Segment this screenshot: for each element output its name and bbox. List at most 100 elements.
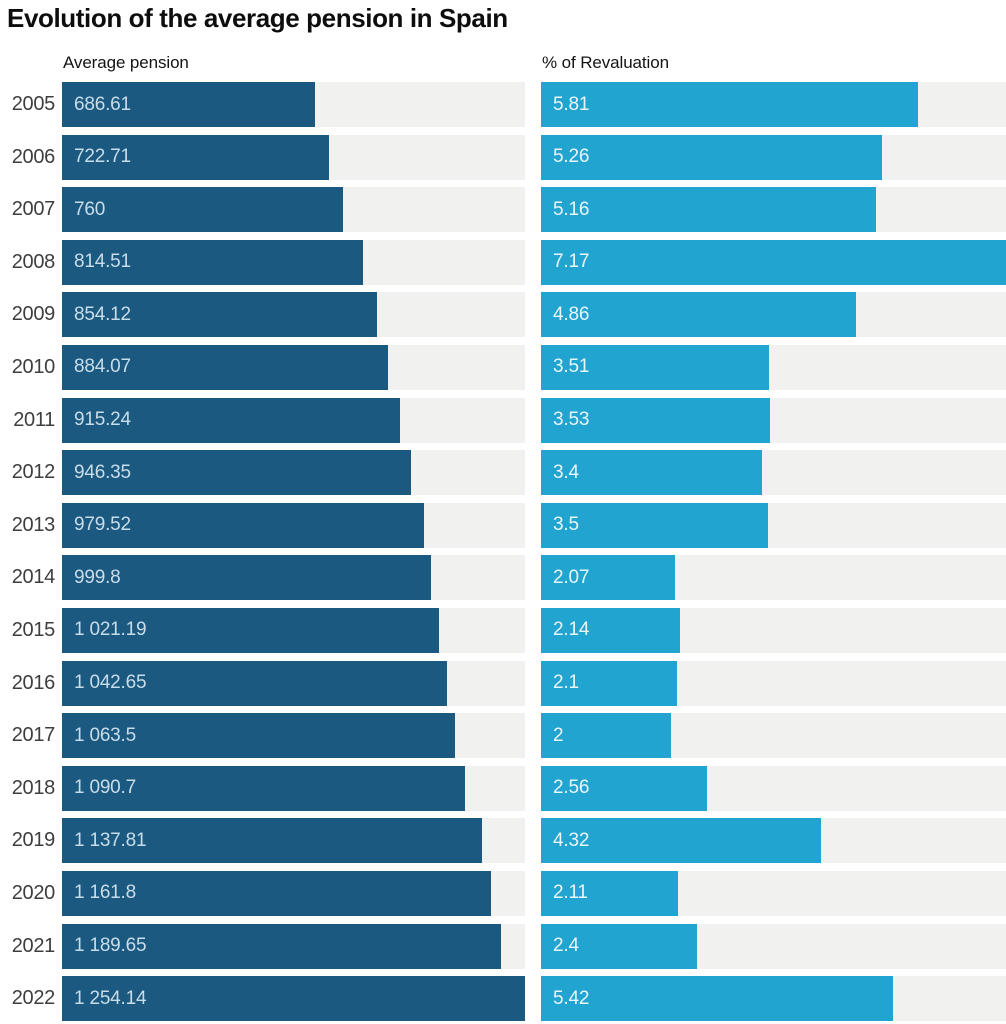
- pension-bar-track: 722.71: [62, 134, 525, 180]
- year-label: 2010: [11, 355, 56, 378]
- pension-value-label: 946.35: [74, 461, 131, 483]
- pension-bar: 1 063.5: [62, 713, 455, 759]
- revaluation-bar: 2.07: [541, 555, 676, 601]
- revaluation-bar-track: 5.26: [541, 134, 1006, 180]
- year-label: 2021: [11, 934, 56, 957]
- pension-value-label: 915.24: [74, 409, 131, 431]
- pension-bar-track: 1 090.7: [62, 765, 525, 811]
- pension-value-label: 760: [74, 198, 106, 220]
- pension-bar: 686.61: [62, 82, 316, 127]
- pension-value-label: 1 090.7: [74, 777, 136, 799]
- bar-rows: 2005 686.61 5.81 2006 722.71 5.26 2007 760 5.16 2…: [0, 82, 1006, 1022]
- column-gap: [525, 398, 541, 443]
- table-row: 2010 884.07 3.51: [0, 344, 1006, 390]
- revaluation-value-label: 4.32: [553, 829, 590, 851]
- column-gap: [525, 924, 541, 969]
- table-row: 2014 999.8 2.07: [0, 555, 1006, 601]
- revaluation-bar: 3.51: [541, 344, 769, 390]
- revaluation-bar: 5.16: [541, 187, 876, 233]
- revaluation-value-label: 2.11: [553, 882, 588, 904]
- revaluation-bar-track: 3.5: [541, 502, 1006, 548]
- year-label: 2014: [11, 566, 56, 589]
- year-label: 2007: [11, 198, 56, 221]
- year-label: 2013: [11, 513, 56, 536]
- pension-bar-track: 884.07: [62, 344, 525, 390]
- revaluation-bar-track: 5.42: [541, 976, 1006, 1022]
- table-row: 2005 686.61 5.81: [0, 82, 1006, 127]
- table-row: 2017 1 063.5 2: [0, 713, 1006, 759]
- revaluation-bar: 2.4: [541, 923, 697, 969]
- revaluation-value-label: 3.5: [553, 514, 579, 536]
- pension-value-label: 1 042.65: [74, 672, 147, 694]
- year-label: 2018: [11, 776, 56, 799]
- revaluation-bar: 2.56: [541, 765, 708, 811]
- pension-value-label: 979.52: [74, 514, 131, 536]
- pension-value-label: 814.51: [74, 251, 131, 273]
- pension-bar-track: 946.35: [62, 450, 525, 496]
- column-gap: [525, 555, 541, 600]
- revaluation-value-label: 3.4: [553, 461, 579, 483]
- pension-value-label: 1 189.65: [74, 935, 147, 956]
- column-headers: Average pension % of Revaluation: [0, 51, 1006, 73]
- revaluation-bar-track: 2.11: [541, 870, 1006, 916]
- revaluation-bar: 5.26: [541, 134, 883, 180]
- revaluation-bar: 2.11: [541, 870, 678, 916]
- pension-bar: 884.07: [62, 344, 389, 390]
- year-label: 2011: [13, 408, 55, 431]
- year-label: 2015: [11, 618, 56, 641]
- pension-bar-track: 686.61: [62, 82, 525, 127]
- year-label: 2020: [11, 881, 56, 904]
- revaluation-bar-track: 4.86: [541, 292, 1006, 338]
- table-row: 2006 722.71 5.26: [0, 134, 1006, 180]
- column-gap: [525, 818, 541, 863]
- revaluation-bar-track: 3.53: [541, 397, 1006, 443]
- table-row: 2008 814.51 7.17: [0, 239, 1006, 285]
- revaluation-value-label: 3.51: [553, 356, 590, 378]
- pension-bar: 1 189.65: [62, 923, 502, 969]
- year-label: 2012: [11, 461, 56, 484]
- column-gap: [525, 345, 541, 390]
- revaluation-bar-track: 2.07: [541, 555, 1006, 601]
- revaluation-value-label: 5.26: [553, 146, 590, 168]
- year-label: 2016: [11, 671, 56, 694]
- column-gap: [525, 661, 541, 706]
- revaluation-bar-track: 7.17: [541, 239, 1006, 285]
- pension-value-label: 854.12: [74, 303, 131, 325]
- revaluation-bar: 5.42: [541, 976, 893, 1022]
- pension-bar-track: 814.51: [62, 239, 525, 285]
- column-gap: [525, 135, 541, 180]
- revaluation-value-label: 2.56: [553, 777, 590, 799]
- pension-bar-track: 760: [62, 187, 525, 233]
- pension-bar-track: 1 254.14: [62, 976, 525, 1022]
- pension-bar-track: 979.52: [62, 502, 525, 548]
- pension-value-label: 1 137.81: [74, 829, 147, 851]
- pension-bar-track: 1 021.19: [62, 607, 525, 653]
- column-gap: [525, 187, 541, 232]
- year-label: 2008: [11, 250, 56, 273]
- table-row: 2018 1 090.7 2.56: [0, 765, 1006, 811]
- pension-value-label: 1 021.19: [74, 619, 147, 641]
- pension-bar: 854.12: [62, 292, 378, 338]
- table-row: 2022 1 254.14 5.42: [0, 976, 1006, 1022]
- year-label: 2009: [11, 303, 56, 326]
- revaluation-bar-track: 2.4: [541, 923, 1006, 969]
- revaluation-bar: 3.4: [541, 450, 762, 496]
- pension-bar-track: 1 063.5: [62, 713, 525, 759]
- pension-bar: 1 021.19: [62, 607, 439, 653]
- year-label: 2005: [11, 93, 56, 115]
- pension-value-label: 722.71: [74, 146, 131, 168]
- column-gap: [525, 450, 541, 495]
- revaluation-value-label: 3.53: [553, 409, 590, 431]
- revaluation-bar-track: 5.16: [541, 187, 1006, 233]
- revaluation-value-label: 2.1: [553, 672, 579, 694]
- revaluation-bar-track: 5.81: [541, 82, 1006, 127]
- revaluation-bar-track: 3.51: [541, 344, 1006, 390]
- revaluation-bar-track: 2.56: [541, 765, 1006, 811]
- pension-bar-track: 1 161.8: [62, 870, 525, 916]
- revaluation-bar: 7.17: [541, 239, 1006, 285]
- pension-bar: 1 042.65: [62, 660, 447, 706]
- pension-bar: 999.8: [62, 555, 432, 601]
- revaluation-bar: 3.5: [541, 502, 768, 548]
- revaluation-value-label: 2: [553, 724, 564, 746]
- table-row: 2011 915.24 3.53: [0, 397, 1006, 443]
